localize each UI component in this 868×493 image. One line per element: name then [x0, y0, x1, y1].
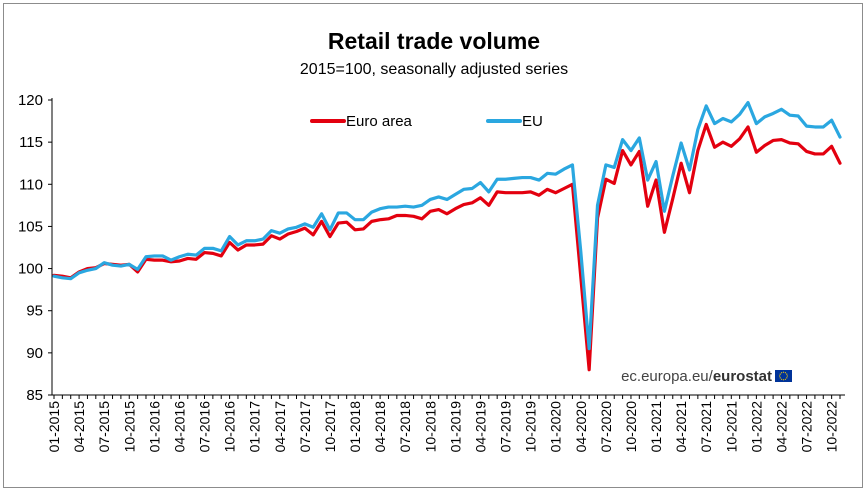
x-tick-label: 10-2016: [222, 401, 238, 453]
x-tick-label: 04-2018: [372, 401, 388, 453]
x-tick-label: 10-2017: [322, 401, 338, 453]
flag-star: [781, 378, 783, 380]
flag-star: [782, 371, 785, 373]
flag-star: [782, 379, 785, 381]
x-tick-label: 01-2017: [247, 401, 263, 453]
flag-star: [784, 372, 787, 374]
x-tick-label: 10-2022: [824, 401, 840, 453]
x-tick-label: 10-2020: [623, 401, 639, 453]
x-tick-label: 07-2015: [96, 401, 112, 453]
flag-star: [779, 375, 781, 377]
x-tick-label: 10-2015: [121, 401, 137, 453]
flag-star: [786, 373, 788, 375]
y-tick-label: 105: [18, 218, 43, 235]
x-tick-label: 04-2016: [171, 401, 187, 453]
chart-title: Retail trade volume: [327, 28, 541, 54]
x-axis-ticks: 01-2015 04-2015 07-2015 10-2015 01-2016 04-20…: [46, 395, 841, 453]
chart-legend: Euro area EU: [310, 113, 543, 130]
x-tick-label: 07-2019: [498, 401, 514, 453]
legend-label: Euro area: [346, 113, 413, 130]
x-tick-label: 04-2015: [71, 401, 87, 453]
x-tick-label: 07-2017: [297, 401, 313, 453]
eu-flag-icon: [775, 370, 792, 382]
x-tick-label: 01-2018: [347, 401, 363, 453]
x-tick-label: 07-2016: [197, 401, 213, 453]
series-line-euro-area: [52, 122, 842, 372]
y-tick-label: 85: [26, 387, 43, 404]
flag-star: [784, 378, 787, 380]
x-tick-label: 04-2019: [472, 401, 488, 453]
x-tick-label: 01-2015: [46, 401, 62, 453]
x-tick-label: 07-2020: [598, 401, 614, 453]
x-tick-label: 07-2018: [397, 401, 413, 453]
x-tick-label: 01-2021: [648, 401, 664, 453]
x-tick-label: 04-2020: [573, 401, 589, 453]
x-tick-label: 10-2021: [723, 401, 739, 453]
legend-label: EU: [522, 113, 543, 130]
flag-star: [781, 372, 783, 374]
y-tick-label: 115: [19, 134, 43, 151]
x-tick-label: 04-2021: [673, 401, 689, 453]
y-tick-label: 95: [26, 303, 43, 320]
flag-star: [786, 375, 788, 377]
flag-star: [786, 377, 788, 379]
chart-subtitle: 2015=100, seasonally adjusted series: [299, 61, 569, 78]
source-url-text: ec.europa.eu/eurostat: [621, 368, 772, 385]
flag-star: [779, 377, 781, 379]
y-tick-label: 120: [18, 92, 43, 109]
chart-axes: [51, 98, 845, 396]
x-tick-label: 10-2019: [523, 401, 539, 453]
flag-background: [775, 370, 792, 382]
y-tick-label: 90: [26, 345, 43, 362]
series-lines: [52, 100, 842, 372]
x-tick-label: 01-2016: [146, 401, 162, 453]
x-tick-label: 01-2019: [447, 401, 463, 453]
x-tick-label: 01-2022: [748, 401, 764, 453]
chart-frame: [3, 3, 863, 488]
x-tick-label: 01-2020: [548, 401, 564, 453]
x-tick-label: 10-2018: [422, 401, 438, 453]
x-tick-label: 07-2021: [698, 401, 714, 453]
y-tick-label: 110: [19, 176, 43, 193]
x-tick-label: 04-2022: [773, 401, 789, 453]
y-tick-label: 100: [18, 261, 43, 278]
source-credit: ec.europa.eu/eurostat: [621, 368, 792, 385]
x-tick-label: 07-2022: [799, 401, 815, 453]
series-line-eu: [52, 100, 842, 351]
y-axis-ticks: 85 90 95 100 105 110 115 120: [18, 92, 52, 404]
flag-star: [779, 373, 781, 375]
x-tick-label: 04-2017: [272, 401, 288, 453]
